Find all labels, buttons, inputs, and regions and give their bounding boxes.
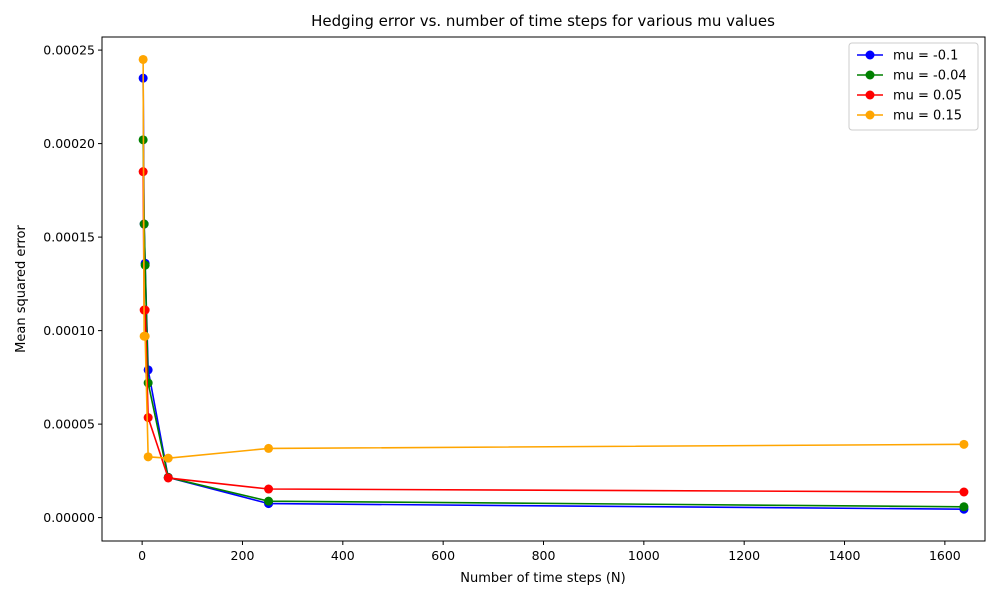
chart-title: Hedging error vs. number of time steps f… bbox=[311, 12, 775, 30]
x-tick-label: 600 bbox=[431, 548, 455, 563]
x-axis: 0 200 400 600 800 1000 1200 1400 1600 bbox=[138, 541, 961, 563]
legend-label: mu = 0.05 bbox=[893, 89, 962, 104]
data-point bbox=[140, 260, 150, 270]
data-point bbox=[264, 484, 274, 494]
y-axis: 0.00000 0.00005 0.00010 0.00015 0.00020 0.000… bbox=[43, 43, 102, 525]
x-tick-label: 1200 bbox=[728, 548, 760, 563]
data-point bbox=[959, 439, 969, 449]
x-tick-label: 1600 bbox=[929, 548, 961, 563]
data-point bbox=[140, 305, 150, 315]
x-tick-label: 1000 bbox=[628, 548, 660, 563]
legend-box bbox=[848, 42, 979, 131]
y-tick-label: 0.00015 bbox=[43, 230, 95, 245]
data-point bbox=[138, 54, 148, 64]
legend-marker bbox=[865, 50, 875, 60]
data-point bbox=[143, 378, 153, 388]
legend-item: mu = -0.04 bbox=[857, 69, 967, 84]
x-axis-label: Number of time steps (N) bbox=[460, 571, 625, 586]
data-point bbox=[264, 443, 274, 453]
y-tick-label: 0.00000 bbox=[43, 510, 95, 525]
series-line bbox=[142, 59, 964, 459]
x-tick-label: 1400 bbox=[829, 548, 861, 563]
y-tick-label: 0.00020 bbox=[43, 136, 95, 151]
y-tick-label: 0.00025 bbox=[43, 43, 95, 58]
data-point bbox=[163, 473, 173, 483]
series-line bbox=[142, 171, 964, 493]
legend-label: mu = -0.1 bbox=[893, 49, 958, 64]
legend-label: mu = 0.15 bbox=[893, 109, 962, 124]
x-tick-label: 400 bbox=[331, 548, 355, 563]
data-point bbox=[264, 496, 274, 506]
y-tick-label: 0.00005 bbox=[43, 417, 95, 432]
legend-item: mu = 0.15 bbox=[857, 109, 962, 124]
data-point bbox=[143, 413, 153, 423]
x-tick-label: 800 bbox=[532, 548, 556, 563]
legend-item: mu = -0.1 bbox=[857, 49, 958, 64]
y-tick-label: 0.00010 bbox=[43, 323, 95, 338]
data-point bbox=[163, 453, 173, 463]
data-point bbox=[143, 452, 153, 462]
data-point bbox=[959, 487, 969, 497]
x-tick-label: 200 bbox=[231, 548, 255, 563]
legend: mu = -0.1 mu = -0.04 mu = 0.05 mu = 0.15 bbox=[848, 42, 979, 131]
data-point bbox=[140, 331, 150, 341]
legend-item: mu = 0.05 bbox=[857, 89, 962, 104]
legend-marker bbox=[865, 110, 875, 120]
series-layer bbox=[138, 54, 969, 514]
legend-marker bbox=[865, 70, 875, 80]
series-1 bbox=[138, 73, 969, 514]
x-tick-label: 0 bbox=[138, 548, 146, 563]
series-2 bbox=[138, 135, 969, 512]
legend-label: mu = -0.04 bbox=[893, 69, 967, 84]
data-point bbox=[959, 502, 969, 512]
legend-marker bbox=[865, 90, 875, 100]
y-axis-label: Mean squared error bbox=[14, 225, 29, 353]
series-4 bbox=[138, 54, 969, 463]
